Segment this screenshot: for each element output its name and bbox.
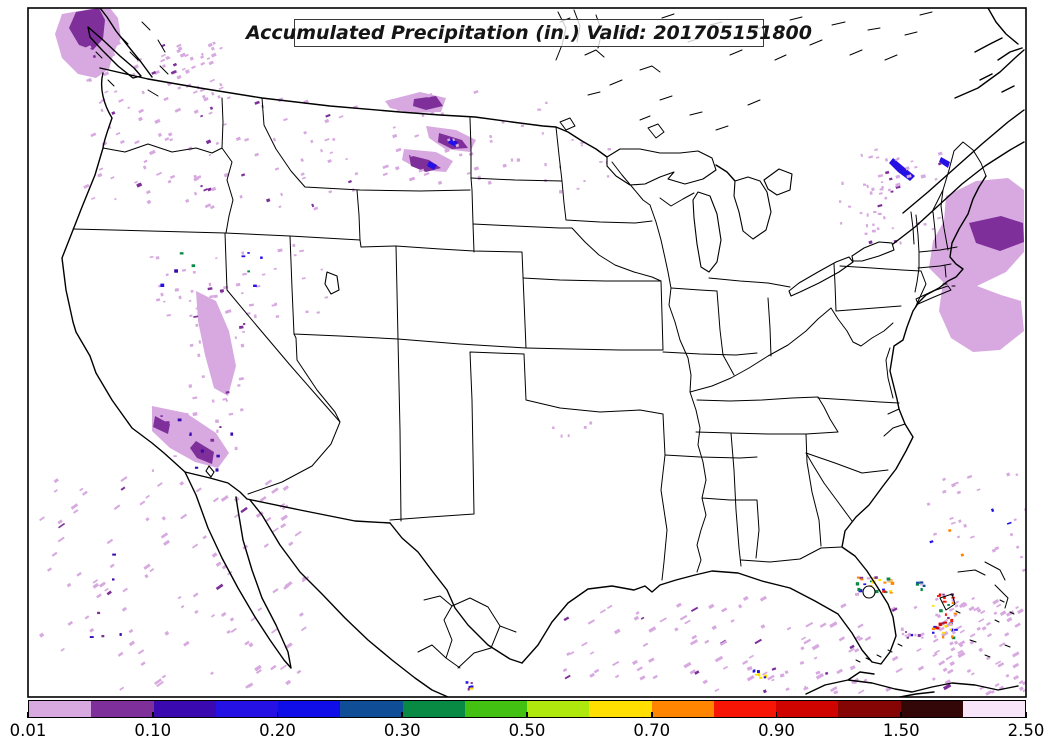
colorbar-segment bbox=[900, 701, 963, 717]
colorbar-tick-label: 0.20 bbox=[259, 721, 296, 740]
precip-blob bbox=[939, 157, 950, 168]
precip-speckle-field bbox=[382, 90, 507, 185]
lake-okeechobee bbox=[862, 585, 876, 599]
precip-speckle-field bbox=[746, 660, 858, 695]
colorbar-segment bbox=[776, 701, 839, 717]
precip-blob bbox=[196, 291, 236, 396]
precip-speckle-field bbox=[160, 41, 223, 102]
colorbar-tick-label: 1.50 bbox=[882, 721, 920, 740]
colorbar-segment bbox=[278, 701, 341, 717]
colorbar-tick-label: 0.70 bbox=[633, 721, 671, 740]
coastline-layer bbox=[61, 8, 1025, 697]
colorbar-tick-label: 0.30 bbox=[383, 721, 421, 740]
colorbar-segment bbox=[340, 701, 403, 717]
map-frame bbox=[27, 7, 1027, 698]
precip-speckle-field bbox=[860, 148, 943, 245]
precip-speckle-field bbox=[900, 627, 924, 639]
colorbar-tick bbox=[401, 712, 404, 718]
colorbar-tick bbox=[775, 712, 778, 718]
precip-speckle-field bbox=[559, 139, 611, 194]
precip-speckle-field bbox=[915, 581, 926, 592]
precip-speckle-field bbox=[465, 681, 474, 691]
colorbar-segment bbox=[402, 701, 465, 717]
colorbar-segment bbox=[215, 701, 278, 717]
precip-blob bbox=[153, 416, 170, 434]
state-borders bbox=[72, 97, 987, 599]
precip-speckle-field bbox=[931, 598, 1026, 696]
precip-speckle-field bbox=[839, 181, 884, 235]
precip-blob bbox=[69, 8, 105, 50]
colorbar-tick-label: 0.90 bbox=[758, 721, 795, 740]
colorbar-tick bbox=[276, 712, 279, 718]
precip-speckle-field bbox=[752, 669, 768, 679]
precip-speckle-field bbox=[207, 95, 359, 211]
colorbar-tick bbox=[27, 712, 29, 718]
colorbar-tick bbox=[650, 712, 653, 718]
precip-blob bbox=[969, 216, 1024, 251]
precip-speckle-field bbox=[89, 553, 122, 638]
great-lakes bbox=[606, 148, 895, 297]
precip-speckle-field bbox=[149, 243, 329, 319]
precip-speckle-field bbox=[552, 421, 593, 438]
colorbar-tick bbox=[526, 712, 528, 718]
colorbar-tick-label: 0.10 bbox=[134, 721, 172, 740]
precip-blob bbox=[427, 161, 437, 170]
precipitation-shading-layer bbox=[38, 8, 1026, 696]
colorbar-tick-label: 0.50 bbox=[508, 721, 546, 740]
precip-speckle-field bbox=[151, 413, 238, 472]
precip-speckle-field bbox=[501, 101, 562, 182]
precip-speckle-field bbox=[188, 285, 246, 417]
colorbar-tick bbox=[151, 712, 154, 718]
precip-blob bbox=[413, 96, 443, 110]
precip-speckle-field bbox=[562, 595, 1020, 695]
colorbar-tick-label: 2.50 bbox=[1007, 721, 1045, 740]
colorbar-segment bbox=[91, 701, 154, 717]
precip-speckle-field bbox=[931, 593, 958, 640]
colorbar-tick-label: 0.01 bbox=[9, 721, 47, 740]
colorbar-segment bbox=[962, 701, 1025, 717]
colorbar-tick bbox=[900, 712, 903, 718]
colorbar-segment bbox=[713, 701, 776, 717]
precip-speckle-field bbox=[160, 252, 263, 287]
colorbar-tick bbox=[1025, 712, 1027, 718]
colorbar-segment bbox=[29, 701, 92, 717]
colorbar-segment bbox=[527, 701, 590, 717]
colorbar-segment bbox=[589, 701, 652, 717]
map-title: Accumulated Precipitation (in.) Valid: 2… bbox=[246, 19, 812, 47]
colorbar-segment bbox=[651, 701, 714, 717]
precip-blob bbox=[152, 406, 229, 468]
colorbar-segment bbox=[153, 701, 216, 717]
colorbar-segment bbox=[838, 701, 901, 717]
precip-speckle-field bbox=[926, 472, 1026, 572]
colorbar-segment bbox=[464, 701, 527, 717]
precip-speckle-field bbox=[38, 476, 310, 691]
